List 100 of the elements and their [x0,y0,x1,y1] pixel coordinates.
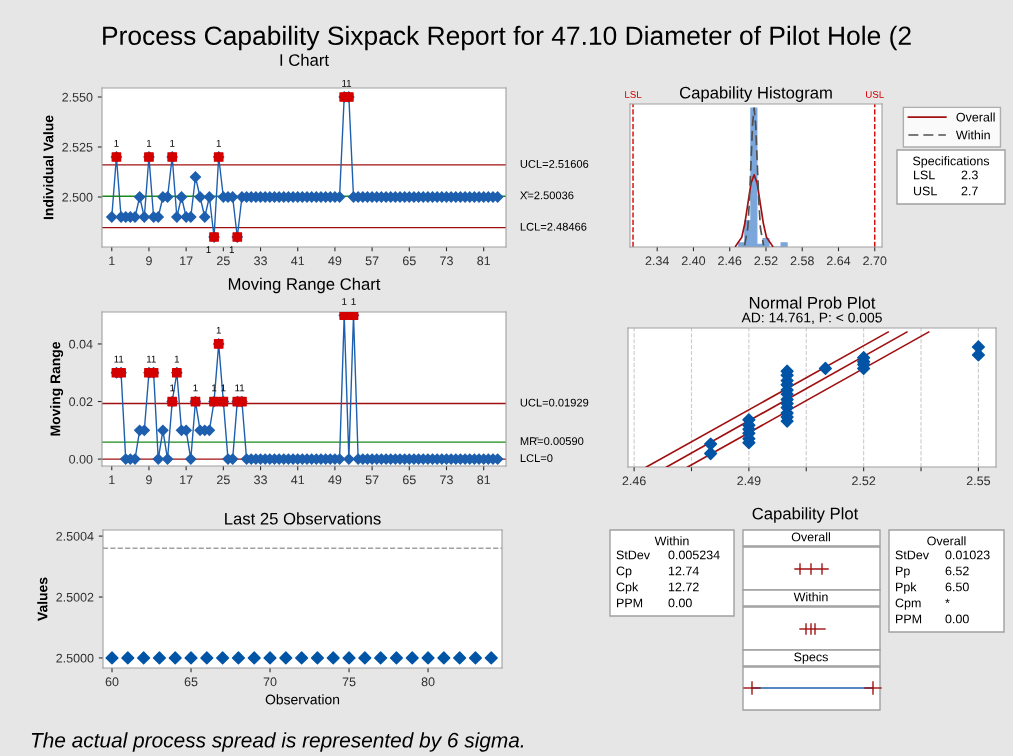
x-tick-label: 57 [365,475,379,485]
ref-line-label: LCL=2.48466 [520,222,587,231]
x-tick-label: 2.34 [645,256,669,266]
annotation: 1 [351,298,356,305]
x-tick-label: 17 [180,475,193,485]
annotation: 1 [114,139,119,147]
x-tick-label: 9 [146,475,152,485]
annotation: 1 [229,246,234,254]
text: 0.00 [945,614,969,624]
x-tick-label: 2.55 [966,476,991,486]
annotation: 1 [119,355,124,363]
text: StDev [616,550,650,560]
x-tick-label: 81 [477,256,491,266]
annotation: 1 [170,384,175,392]
y-tick-label: 2.5004 [56,531,94,541]
y-tick-label: 2.525 [62,142,93,152]
text: 12.72 [668,582,699,592]
text: 6.50 [945,582,969,592]
text: 2.3 [961,170,978,180]
annotation: 1 [170,139,175,147]
x-tick-label: 41 [291,256,305,266]
y-axis-title: Individual Value [43,115,54,220]
chart-subtitle: AD: 14.761, P: < 0.005 [741,312,882,325]
x-tick-label: 2.52 [852,476,876,486]
text: PPM [896,614,922,624]
x-tick-label: 1 [109,475,115,485]
annotation: 1 [206,246,211,254]
y-tick-label: 2.500 [62,192,93,202]
y-tick-label: 2.550 [62,92,93,102]
x-tick-label: 81 [477,475,491,485]
y-tick-label: 0.00 [69,454,93,464]
x-tick-label: 80 [421,677,435,687]
x-tick-label: 25 [217,256,230,266]
x-tick-label: 2.70 [863,256,887,266]
y-tick-label: 2.5002 [56,592,94,602]
x-tick-label: 1 [109,256,115,266]
text: 0.01023 [945,550,990,560]
annotation: 1 [146,355,152,363]
text: Within [793,592,828,602]
annotation: 1 [146,139,152,147]
ref-line-label: LSL [625,91,642,98]
chart-title: Capability Histogram [679,86,832,102]
text: StDev [895,550,929,560]
x-tick-label: 75 [342,677,356,687]
x-tick-label: 70 [263,677,277,687]
x-tick-label: 60 [105,677,119,687]
ref-line-label: UCL=0.01929 [520,398,589,407]
text: Specs [794,652,828,664]
text: USL [913,186,937,196]
annotation: 1 [151,355,156,363]
x-tick-label: 73 [440,475,453,485]
x-tick-label: 2.40 [681,256,706,266]
chart-title: Last 25 Observations [225,512,381,525]
text: Ppk [896,582,917,594]
x-tick-label: 65 [184,677,198,687]
text: 0.00 [668,598,692,608]
text: Capability Plot [752,507,859,523]
y-tick-label: 0.02 [69,397,93,407]
x-tick-label: 2.46 [622,476,646,486]
x-tick-label: 33 [254,256,267,266]
text: 12.74 [668,566,699,576]
legend-label: Overall [956,112,995,122]
x-tick-label: 2.58 [790,256,814,266]
text: Overall [791,532,830,542]
x-tick-label: 17 [180,256,193,266]
annotation: 1 [342,79,347,87]
ref-line-label: X̄=2.50036 [520,191,574,200]
x-tick-label: 25 [217,475,230,485]
x-tick-label: 2.49 [737,476,761,486]
x-tick-label: 49 [328,475,342,485]
annotation: 1 [346,79,352,87]
annotation: 1 [114,355,119,363]
chart-title: Normal Prob Plot [749,296,876,309]
text: * [945,598,950,604]
annotation: 1 [221,384,226,392]
text: Cp [616,566,632,578]
y-tick-label: 0.04 [69,339,93,349]
text: Overall [927,536,966,546]
annotation: 1 [216,326,221,334]
text: 6.52 [945,566,969,576]
annotation: 1 [216,139,221,147]
x-tick-label: 2.52 [754,256,778,266]
x-tick-label: 65 [402,475,416,485]
text: PPM [617,598,643,608]
legend-label: Within [955,130,990,140]
annotation: 1 [239,384,245,392]
text: Cpk [616,582,639,594]
y-axis-title: Moving Range [50,342,64,436]
annotation: 1 [174,355,180,363]
text: Process Capability Sixpack Report for 47.10 Diameter of Pilot Hole (2 [103,25,911,51]
x-tick-label: 2.46 [718,256,742,266]
chart-title: Moving Range Chart [228,277,381,294]
x-tick-label: 73 [440,256,453,266]
text: 0.005234 [668,550,720,560]
annotation: 1 [235,384,240,392]
y-axis-title: Values [37,577,48,621]
annotation: 1 [212,384,217,392]
x-tick-label: 65 [402,256,416,266]
text: Pp [896,566,910,578]
chart-title: I Chart [280,53,329,66]
